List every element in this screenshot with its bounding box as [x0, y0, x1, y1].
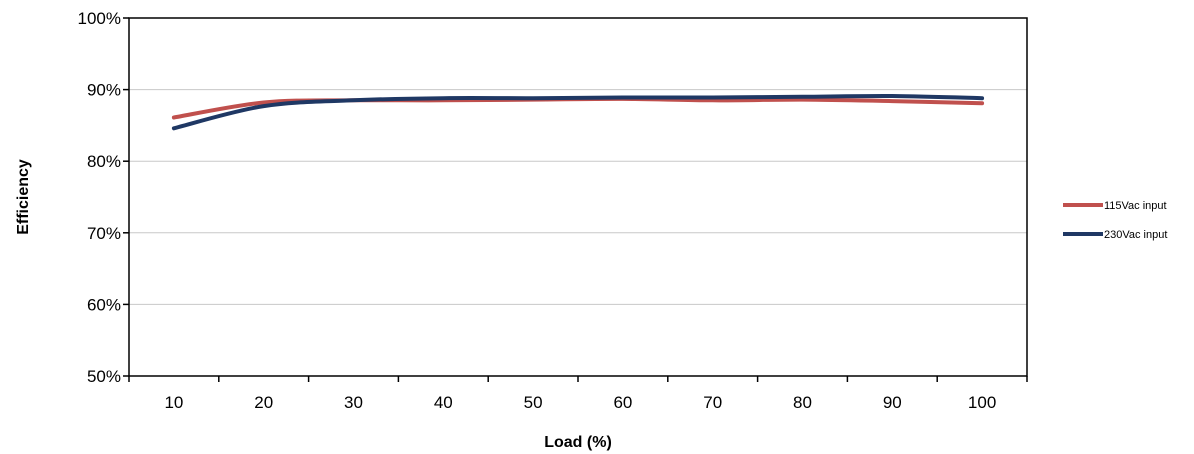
y-tick-label: 80% — [87, 152, 121, 171]
x-tick-label: 80 — [793, 393, 812, 412]
y-tick-label: 100% — [78, 9, 121, 28]
y-tick-label: 90% — [87, 81, 121, 100]
y-tick-label: 50% — [87, 367, 121, 386]
x-tick-label: 100 — [968, 393, 996, 412]
x-tick-label: 40 — [434, 393, 453, 412]
x-tick-label: 30 — [344, 393, 363, 412]
y-tick-label: 60% — [87, 295, 121, 314]
x-tick-label: 90 — [883, 393, 902, 412]
series-lines — [171, 93, 985, 131]
legend: 115Vac input 230Vac input — [1063, 200, 1167, 241]
x-axis-title: Load (%) — [544, 434, 612, 451]
y-tick-label: 70% — [87, 224, 121, 243]
x-tick-label: 50 — [524, 393, 543, 412]
legend-label-1: 115Vac input — [1104, 200, 1167, 212]
plot-area — [129, 18, 1027, 376]
gridlines — [129, 89, 1027, 305]
legend-label-2: 230Vac input — [1104, 229, 1167, 241]
series-line-2 — [171, 93, 985, 131]
x-tick-label: 70 — [703, 393, 722, 412]
x-tick-label: 60 — [613, 393, 632, 412]
x-tick-label: 20 — [254, 393, 273, 412]
x-tick-label: 10 — [164, 393, 183, 412]
axes: 50% 60% 70% 80% 90% 100% 10 20 30 40 50 60 70 80 90 100 — [78, 9, 1028, 412]
y-axis-title: Efficiency — [15, 159, 32, 235]
